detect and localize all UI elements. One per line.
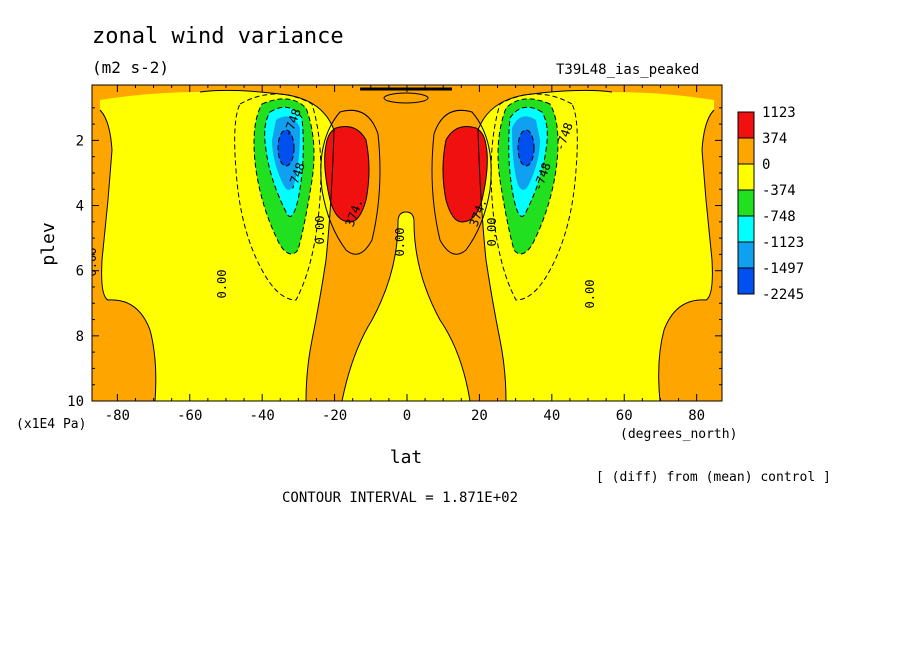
x-tick-label: -20	[322, 408, 347, 424]
colorbar: 1123 374 0 -374 -748 -1123 -1497 -2245	[737, 105, 804, 303]
experiment-label: T39L48_ias_peaked	[556, 62, 700, 78]
colorbar-label: -748	[762, 209, 796, 225]
x-tick-label: -60	[177, 408, 202, 424]
contour-line	[383, 92, 429, 104]
colorbar-label: -2245	[762, 287, 804, 303]
contour-line-negative	[490, 93, 578, 301]
contour-line	[99, 109, 157, 401]
fill-deepblue-west	[278, 130, 294, 166]
y-tick-label: 6	[76, 264, 84, 280]
x-tick-label: 80	[688, 408, 705, 424]
y-tick-label: 4	[76, 199, 84, 215]
y-tick-label: 10	[67, 394, 84, 410]
colorbar-swatch	[737, 241, 755, 269]
fill-red-east	[443, 126, 488, 222]
contour-line	[341, 211, 471, 401]
contour-line	[442, 126, 488, 223]
contour-line-negative	[264, 106, 304, 217]
fill-yellow-center	[342, 212, 470, 401]
contour-line	[477, 89, 613, 401]
contour-line-negative	[234, 93, 322, 301]
y-tick-label: 8	[76, 329, 84, 345]
x-tick-label: 40	[543, 408, 560, 424]
contour-line	[199, 89, 335, 401]
colorbar-swatch	[737, 111, 755, 139]
colorbar-swatch	[737, 137, 755, 165]
contour-label: 0.00	[313, 216, 327, 245]
y-tick-labels: 2 4 6 8 10	[67, 133, 84, 410]
x-tick-label: 0	[403, 408, 411, 424]
colorbar-swatch	[737, 215, 755, 243]
x-tick-label: 60	[616, 408, 633, 424]
contour-label: 0.00	[583, 280, 597, 309]
contour-line	[658, 109, 715, 401]
x-tick-label: -40	[250, 408, 275, 424]
colorbar-label: 374	[762, 131, 787, 147]
colorbar-swatch	[737, 189, 755, 217]
contour-line-negative	[517, 129, 535, 167]
colorbar-swatch	[737, 163, 755, 191]
colorbar-label: -1123	[762, 235, 804, 251]
contour-label: 0.00	[85, 248, 99, 277]
x-unit-label: (degrees_north)	[620, 427, 737, 442]
colorbar-label: 0	[762, 157, 770, 173]
chart-units: (m2 s-2)	[92, 58, 170, 77]
contour-label: 0.00	[485, 218, 499, 247]
diff-note: [ (diff) from (mean) control ]	[596, 470, 831, 485]
contour-label: 0.00	[215, 270, 229, 299]
contour-line-negative	[508, 106, 548, 217]
x-axis-label: lat	[390, 447, 423, 468]
colorbar-label: -1497	[762, 261, 804, 277]
y-tick-label: 2	[76, 133, 84, 149]
contour-line-negative	[277, 129, 295, 167]
contour-label: 0.00	[393, 228, 407, 257]
fill-red-west	[324, 126, 369, 222]
x-tick-label: -80	[105, 408, 130, 424]
colorbar-label: -374	[762, 183, 796, 199]
colorbar-swatch	[737, 267, 755, 295]
chart-title: zonal wind variance	[92, 24, 344, 49]
x-tick-labels: -80 -60 -40 -20 0 20 40 60 80	[105, 408, 705, 424]
contour-interval: CONTOUR INTERVAL = 1.871E+02	[282, 490, 518, 506]
contour-line	[324, 126, 370, 223]
x-tick-label: 20	[471, 408, 488, 424]
colorbar-label: 1123	[762, 105, 796, 121]
tick-group	[92, 85, 722, 402]
fill-deepblue-east	[518, 130, 534, 166]
y-axis-label: plev	[38, 222, 59, 265]
y-unit-label: (x1E4 Pa)	[16, 417, 86, 432]
